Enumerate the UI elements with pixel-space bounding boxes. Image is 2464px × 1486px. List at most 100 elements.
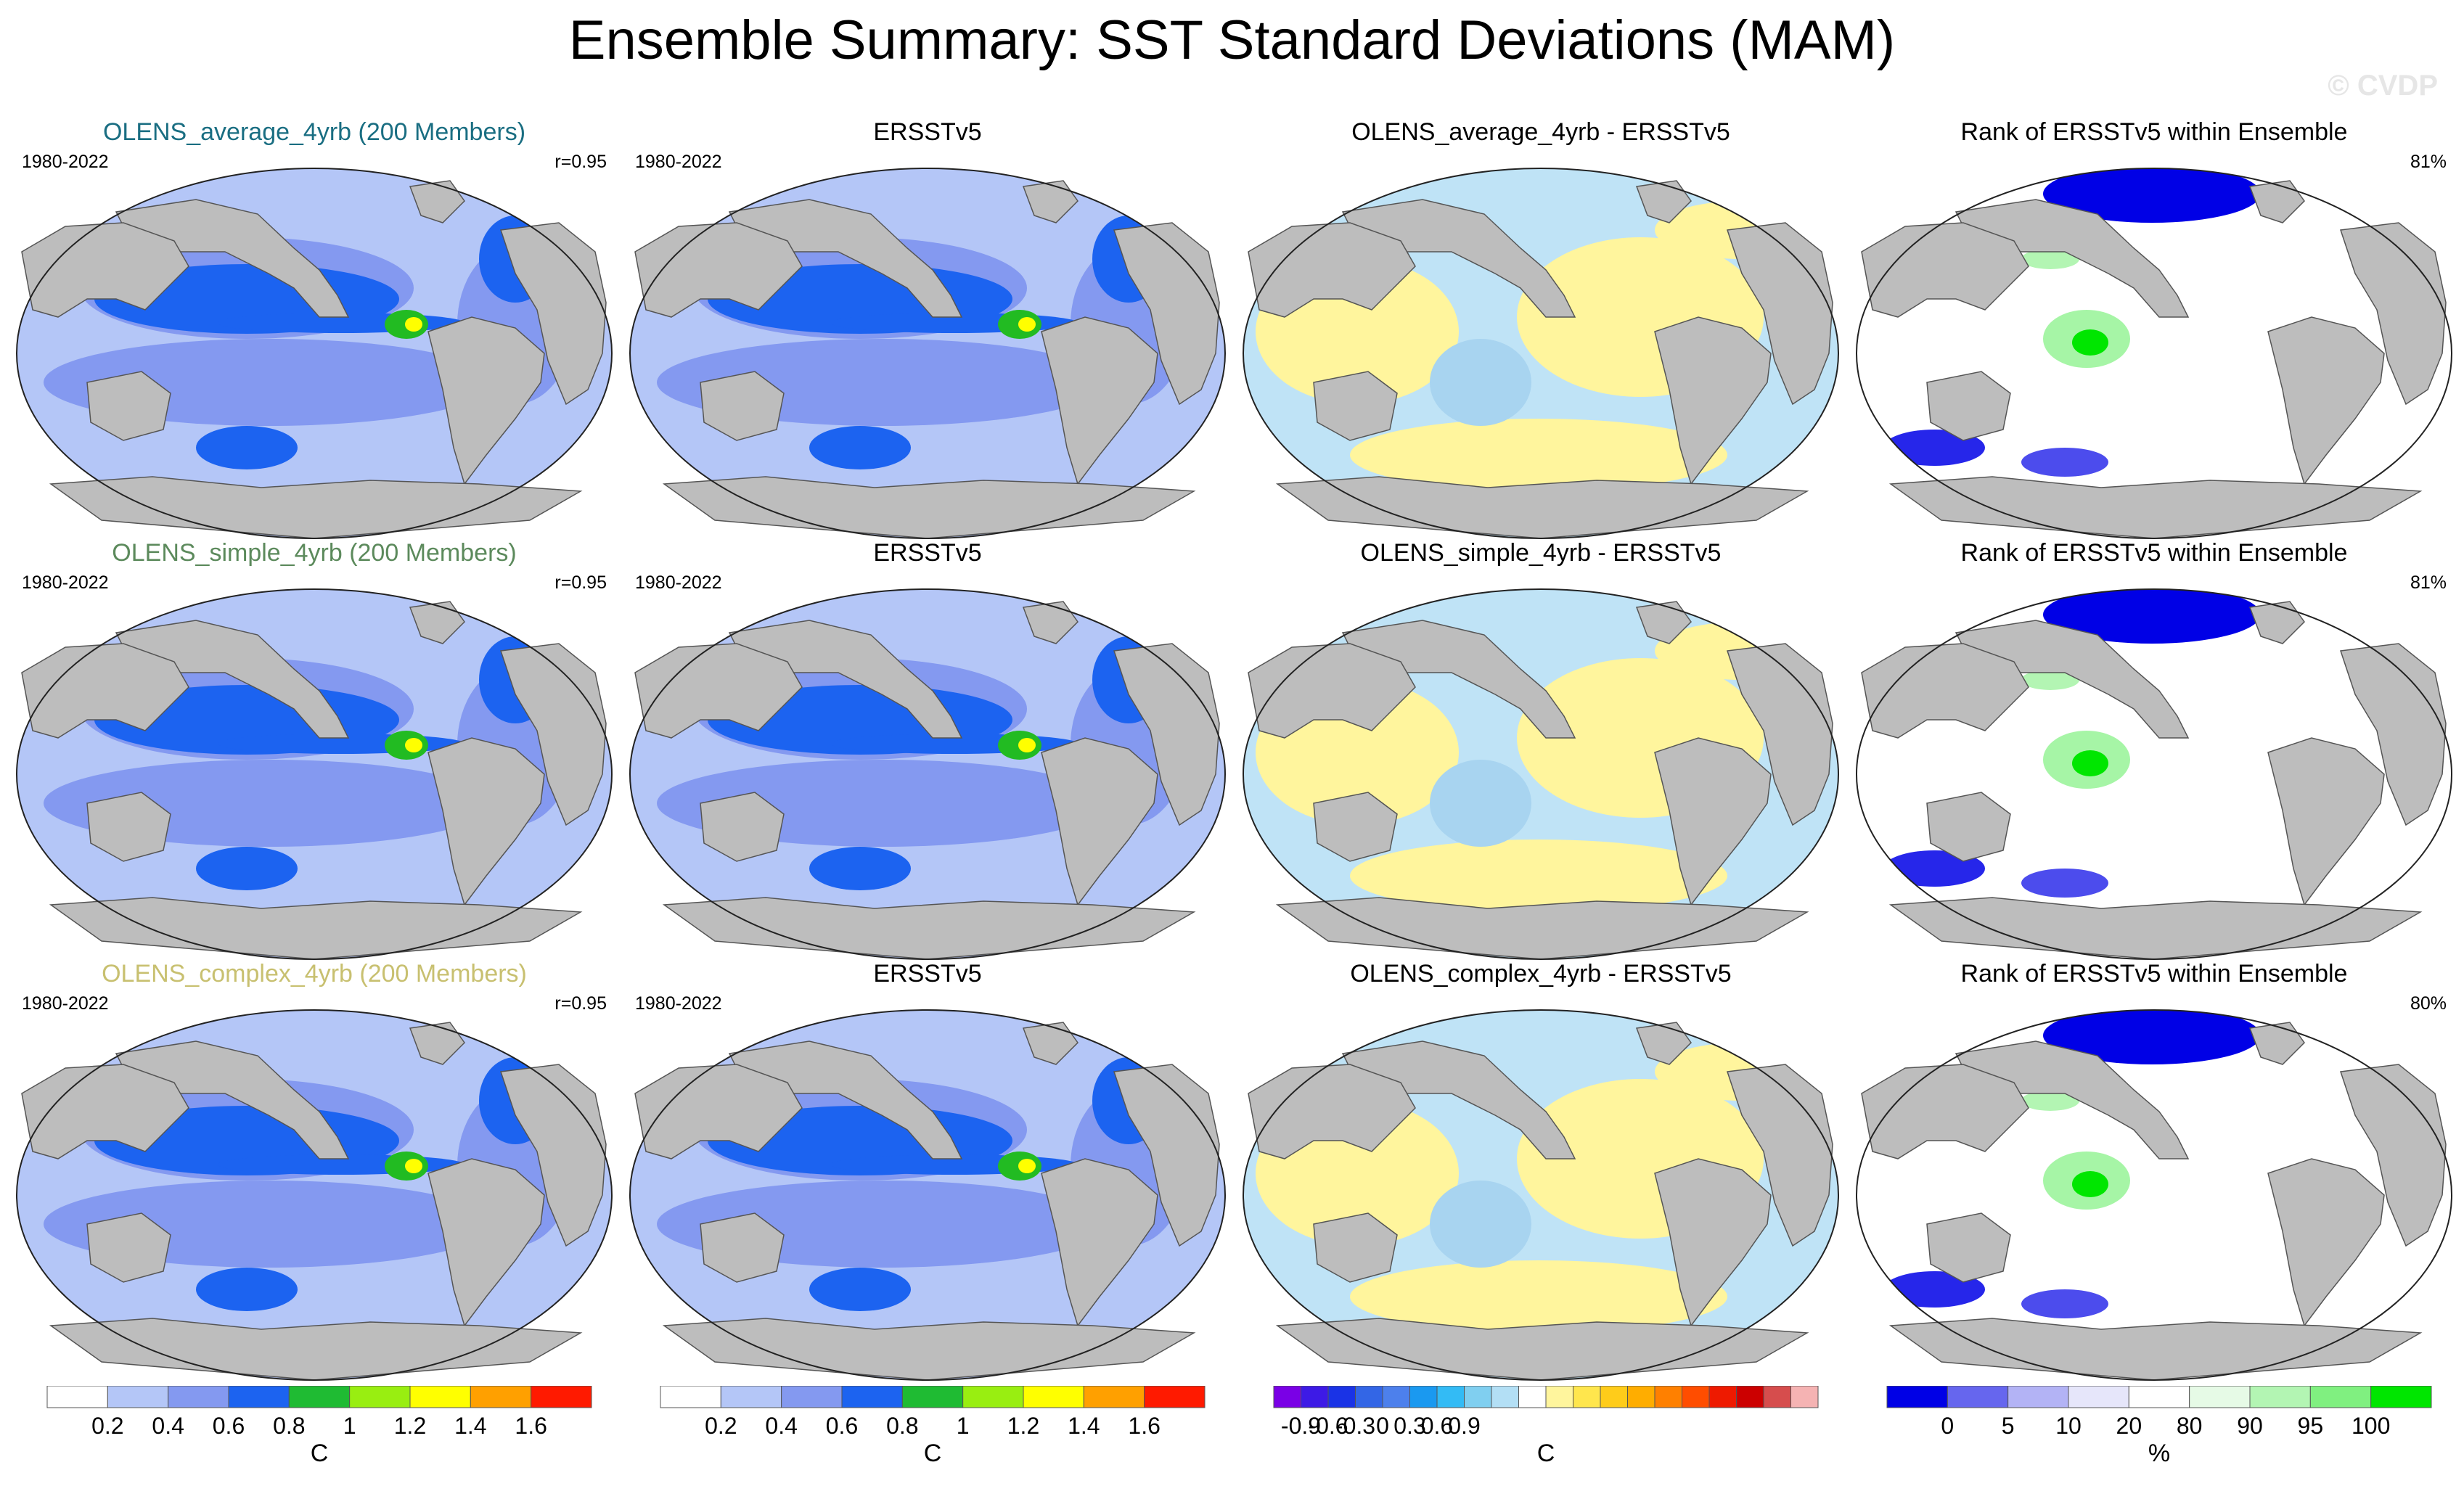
difference-title: OLENS_complex_4yrb - ERSSTv5 bbox=[1350, 960, 1732, 988]
europe-africa-land bbox=[1726, 1064, 1833, 1247]
period-label: 1980-2022 bbox=[22, 572, 109, 593]
diff-neg-south-pacific bbox=[1430, 1181, 1531, 1268]
south-america-land bbox=[427, 737, 545, 906]
rank-low-southern-east bbox=[2021, 869, 2108, 898]
diff-neg-south-pacific bbox=[1430, 339, 1531, 426]
greenland-land bbox=[409, 180, 465, 223]
colorbar-tick-label: 0.8 bbox=[886, 1413, 918, 1439]
colorbar-unit: % bbox=[2148, 1440, 2171, 1467]
colorbar-swatch bbox=[2309, 1386, 2372, 1408]
difference-title: OLENS_average_4yrb - ERSSTv5 bbox=[1351, 118, 1730, 146]
south-america-land bbox=[1041, 1158, 1158, 1327]
pattern-correlation: r=0.95 bbox=[554, 572, 607, 593]
map-border bbox=[16, 588, 613, 960]
colorbar-tick-label: 10 bbox=[2055, 1413, 2082, 1439]
colorbar-swatch bbox=[1273, 1386, 1301, 1408]
colorbar-swatch bbox=[470, 1386, 532, 1408]
colorbar-swatch bbox=[1654, 1386, 1682, 1408]
model-std-title: OLENS_simple_4yrb (200 Members) bbox=[112, 539, 517, 567]
rank-low-southern-east bbox=[2021, 448, 2108, 477]
colorbar-tick-label: 0.3 bbox=[1393, 1413, 1425, 1439]
colorbar-tick-label: 1.6 bbox=[515, 1413, 547, 1439]
australia-land bbox=[700, 792, 785, 862]
antarctica-land bbox=[662, 1318, 1196, 1381]
colorbar-swatch bbox=[1736, 1386, 1764, 1408]
colorbar-swatch bbox=[1627, 1386, 1655, 1408]
rank-peak-south-pacific bbox=[2072, 750, 2108, 776]
obs-std-title: ERSSTv5 bbox=[873, 539, 982, 567]
greenland-land bbox=[409, 601, 465, 644]
std-strong-southern bbox=[196, 1268, 298, 1311]
model-std-panel-row3: OLENS_complex_4yrb (200 Members) 1980-202… bbox=[7, 961, 621, 1382]
map-border bbox=[1856, 168, 2452, 539]
difference-panel-row1: OLENS_average_4yrb - ERSSTv5 bbox=[1234, 120, 1848, 541]
period-label: 1980-2022 bbox=[635, 152, 722, 172]
std-strong-southern bbox=[196, 847, 298, 890]
rank-map bbox=[1847, 143, 2461, 541]
obs-std-map bbox=[621, 143, 1235, 541]
south-america-land bbox=[2267, 737, 2385, 906]
north-america-land bbox=[115, 1040, 350, 1159]
difference-map bbox=[1234, 985, 1848, 1382]
std-strong-southern bbox=[196, 426, 298, 469]
north-america-land bbox=[1341, 199, 1576, 318]
diff-pos-southern-ocean bbox=[1350, 1260, 1727, 1333]
colorbar-tick-label: 0.6 bbox=[1421, 1413, 1453, 1439]
australia-land bbox=[1926, 792, 2011, 862]
europe-africa-land bbox=[1113, 222, 1220, 406]
north-america-land bbox=[728, 620, 963, 739]
colorbar-tick-label: 0 bbox=[1376, 1413, 1389, 1439]
colorbar-tick-label: -0.3 bbox=[1335, 1413, 1375, 1439]
colorbar-swatch bbox=[1327, 1386, 1356, 1408]
asia-land bbox=[634, 1064, 803, 1159]
colorbar-swatch bbox=[1083, 1386, 1145, 1408]
difference-map bbox=[1234, 143, 1848, 541]
colorbar-swatch bbox=[1790, 1386, 1819, 1408]
map-border bbox=[16, 168, 613, 539]
asia-land bbox=[1861, 1064, 2029, 1159]
colorbar-swatch bbox=[2068, 1386, 2129, 1408]
colorbar-swatch bbox=[1545, 1386, 1573, 1408]
colorbar-swatch bbox=[1144, 1386, 1206, 1408]
south-america-land bbox=[1654, 737, 1772, 906]
map-border bbox=[1243, 588, 1839, 960]
rank-low-southern-east bbox=[2021, 1289, 2108, 1318]
south-america-land bbox=[2267, 1158, 2385, 1327]
colorbar-swatch bbox=[1518, 1386, 1547, 1408]
rank-title: Rank of ERSSTv5 within Ensemble bbox=[1960, 118, 2348, 146]
colorbar-tick-label: 0.9 bbox=[1448, 1413, 1480, 1439]
colorbar-tick-label: 0.8 bbox=[273, 1413, 305, 1439]
antarctica-land bbox=[49, 476, 583, 539]
north-america-land bbox=[115, 199, 350, 318]
rank-high-north-pacific bbox=[2021, 1091, 2079, 1111]
greenland-land bbox=[1022, 601, 1078, 644]
australia-land bbox=[1313, 1212, 1398, 1283]
asia-land bbox=[21, 643, 189, 739]
model-std-title: OLENS_average_4yrb (200 Members) bbox=[102, 118, 526, 146]
rank-percentage: 81% bbox=[2410, 572, 2447, 593]
australia-land bbox=[86, 792, 171, 862]
obs-std-title: ERSSTv5 bbox=[873, 118, 982, 146]
colorbar-swatch bbox=[1409, 1386, 1438, 1408]
colorbar-tick-label: 0.4 bbox=[765, 1413, 797, 1439]
pattern-correlation: r=0.95 bbox=[554, 993, 607, 1014]
colorbar-swatch bbox=[107, 1386, 169, 1408]
colorbar-unit: C bbox=[310, 1440, 329, 1467]
colorbar-tick-label: 0 bbox=[1941, 1413, 1954, 1439]
antarctica-land bbox=[1275, 476, 1809, 539]
colorbar-tick-label: -0.9 bbox=[1281, 1413, 1321, 1439]
colorbar-tick-label: 80 bbox=[2177, 1413, 2203, 1439]
antarctica-land bbox=[1888, 1318, 2423, 1381]
asia-land bbox=[1861, 222, 2029, 318]
colorbar-swatch bbox=[1573, 1386, 1601, 1408]
colorbar-tick-label: 1 bbox=[343, 1413, 356, 1439]
std-max-cold-tongue bbox=[405, 738, 422, 752]
rank-panel-row2: Rank of ERSSTv5 within Ensemble 81% bbox=[1847, 541, 2461, 961]
europe-africa-land bbox=[499, 643, 607, 826]
antarctica-land bbox=[49, 1318, 583, 1381]
rank-high-north-pacific bbox=[2021, 670, 2079, 690]
antarctica-land bbox=[1275, 1318, 1809, 1381]
period-label: 1980-2022 bbox=[635, 993, 722, 1014]
period-label: 1980-2022 bbox=[22, 152, 109, 172]
south-america-land bbox=[1654, 316, 1772, 485]
